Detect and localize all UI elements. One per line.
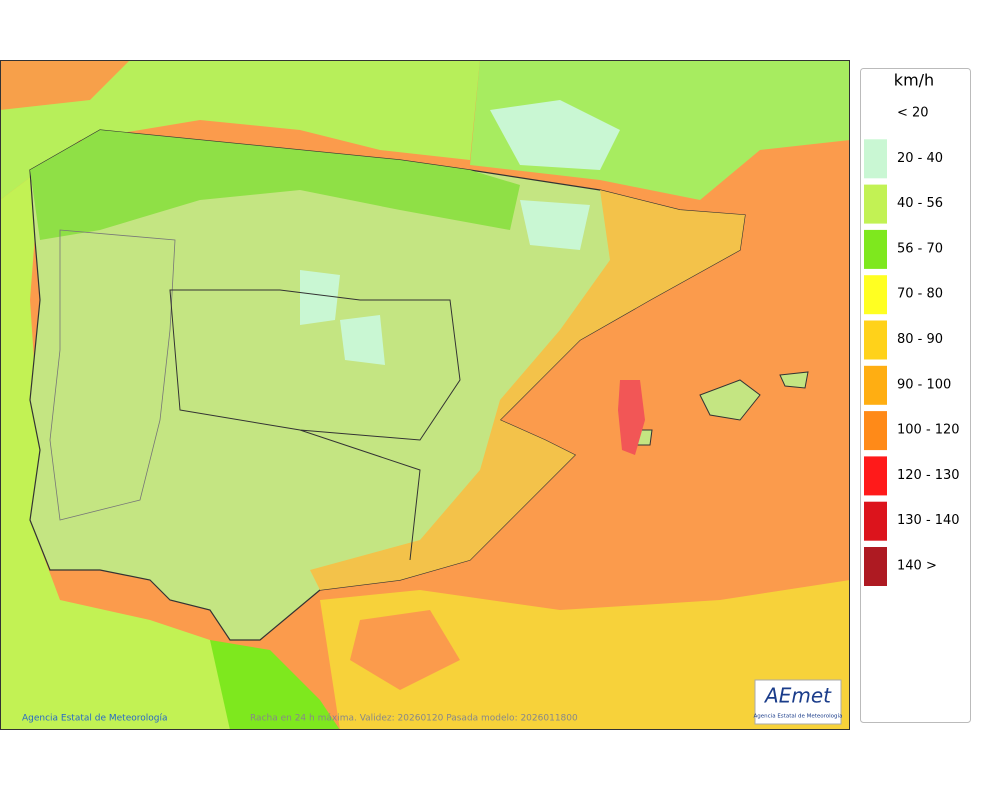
legend-swatch: [864, 456, 887, 496]
legend-box: [860, 68, 971, 723]
legend-swatch: [864, 320, 887, 360]
legend-swatch: [864, 184, 887, 224]
legend-label: 40 - 56: [897, 196, 943, 211]
legend-title: km/h: [894, 71, 934, 90]
logo-box: [754, 679, 842, 725]
frame: [0, 60, 850, 730]
legend-swatch: [864, 501, 887, 541]
bay-of-biscay: [0, 60, 480, 200]
credit: Agencia Estatal de Meteorología: [22, 714, 168, 724]
alboran-wind: [350, 610, 460, 690]
legend-label: 70 - 80: [897, 287, 943, 302]
atlantic-wind: [0, 60, 130, 110]
legend-label: 130 - 140: [897, 513, 960, 528]
legend-label: 100 - 120: [897, 423, 960, 438]
legend-label: 56 - 70: [897, 241, 943, 256]
logo: AEmet: [763, 684, 832, 708]
legend-swatch: [864, 275, 887, 315]
legend-swatch: [864, 547, 887, 586]
max-gust: [618, 380, 645, 455]
legend-label: 90 - 100: [897, 377, 951, 392]
legend-label: 140 >: [897, 559, 937, 574]
legend-label: 80 - 90: [897, 332, 943, 347]
portugal-border: [49, 229, 176, 521]
north-coast: [30, 130, 520, 240]
morocco: [210, 640, 340, 730]
east-coast: [310, 190, 745, 590]
calm-areas: [300, 200, 590, 365]
map: Agencia Estatal de Meteorología Racha en…: [0, 60, 850, 730]
legend-swatch: [864, 365, 887, 405]
legend-swatch: [864, 229, 887, 269]
legend-swatch: [864, 411, 887, 451]
region-borders: [169, 289, 461, 561]
logo-subtitle: Agencia Estatal de Meteorología: [754, 713, 843, 720]
calm-zone: [490, 100, 620, 170]
atlantic: [0, 170, 240, 730]
alboran: [320, 580, 850, 730]
legend-label: 120 - 130: [897, 468, 960, 483]
caption: Racha en 24 h máxima. Validez: 20260120 …: [250, 714, 578, 724]
legend-label: 20 - 40: [897, 151, 943, 166]
legend: km/h < 20 20 - 40 40 - 56 56 - 70 70 - 80 80 …: [860, 68, 971, 723]
legend-label: < 20: [897, 106, 929, 121]
legend-swatch: [864, 139, 887, 179]
